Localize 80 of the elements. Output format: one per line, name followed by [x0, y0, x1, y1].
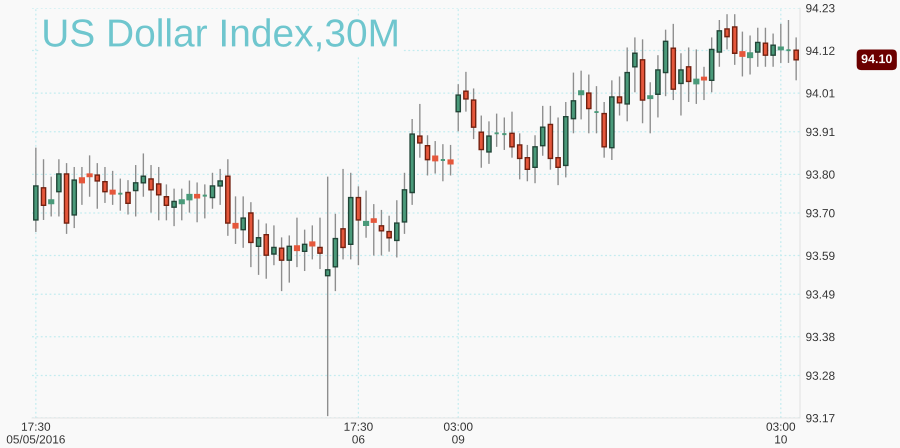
x-tick-label: 03:00 10: [766, 422, 796, 444]
candlestick: [540, 105, 546, 156]
candlestick: [240, 196, 246, 249]
candlestick: [317, 216, 323, 270]
candlestick: [132, 164, 138, 218]
candlestick: [217, 168, 223, 206]
candlestick: [194, 182, 200, 223]
y-tick-label: 93.38: [806, 332, 835, 342]
candlestick: [256, 218, 262, 276]
y-tick-label: 93.28: [806, 371, 835, 380]
candlestick: [48, 176, 54, 218]
candlestick: [616, 76, 622, 116]
candlestick: [324, 176, 330, 417]
candlestick: [148, 164, 154, 214]
candlestick: [340, 168, 346, 260]
candlestick: [278, 236, 284, 292]
candlestick: [286, 234, 292, 284]
candlestick: [724, 13, 730, 50]
candlestick: [700, 66, 708, 101]
candlestick: [140, 152, 146, 198]
candlestick: [570, 72, 576, 134]
y-tick-label: 93.49: [806, 290, 835, 299]
candlestick: [516, 132, 522, 180]
candlestick: [210, 172, 216, 210]
candlestick: [532, 134, 538, 184]
y-tick-label: 94.01: [806, 89, 835, 98]
y-tick-label: 94.23: [806, 4, 835, 12]
y-tick-label: 93.80: [806, 170, 835, 179]
candlestick: [486, 120, 492, 165]
candlestick: [754, 27, 761, 68]
candlestick: [56, 158, 62, 218]
candlestick: [555, 116, 561, 186]
y-tick-label: 93.17: [806, 414, 835, 422]
candlestick: [309, 224, 316, 260]
candlestick: [716, 19, 722, 68]
candlestick: [86, 154, 93, 198]
candlestick: [394, 200, 400, 258]
y-tick-label: 94.12: [806, 46, 835, 55]
chart-title: US Dollar Index,30M: [44, 18, 397, 52]
candlestick: [746, 34, 754, 76]
candlestick: [586, 74, 592, 134]
candlestick: [78, 166, 86, 206]
candlestick: [94, 162, 100, 210]
candlestick: [232, 196, 239, 245]
candlestick: [686, 46, 692, 103]
candlestick: [417, 103, 423, 158]
candlestick: [156, 166, 162, 222]
candlestick: [762, 27, 768, 68]
candlestick: [509, 110, 515, 158]
candlestick: [455, 84, 462, 132]
x-tick-label: 17:30 06: [344, 422, 373, 444]
candlestick: [693, 48, 700, 105]
x-tick-label: 17:30 05/05/2016: [6, 422, 65, 444]
candlestick: [578, 70, 584, 120]
candlestick: [632, 36, 638, 94]
y-tick-label: 93.70: [806, 209, 835, 218]
candlestick: [362, 190, 370, 238]
candlestick: [647, 82, 654, 134]
candlestick: [40, 158, 46, 221]
x-tick-label: 03:00 09: [444, 422, 473, 444]
candlestick: [370, 203, 377, 256]
y-tick-label: 93.59: [806, 252, 835, 260]
candlestick: [447, 144, 454, 176]
text: 94.10: [862, 54, 892, 64]
candlestick: [271, 224, 277, 266]
candlestick: [678, 52, 684, 116]
candlestick: [125, 179, 131, 216]
candlestick: [793, 36, 799, 82]
y-tick-label: 93.91: [806, 128, 835, 136]
candlestick: [386, 215, 392, 252]
candlestick: [478, 114, 484, 168]
candlestick: [164, 184, 170, 222]
candlestick: [302, 228, 308, 272]
candlestick: [739, 30, 746, 78]
candlestick: [463, 71, 469, 112]
candlestick: [524, 144, 530, 182]
candlestick: [294, 216, 300, 268]
candlestick: [378, 209, 384, 256]
candlestick: [263, 222, 270, 280]
candlestick: [356, 186, 362, 266]
